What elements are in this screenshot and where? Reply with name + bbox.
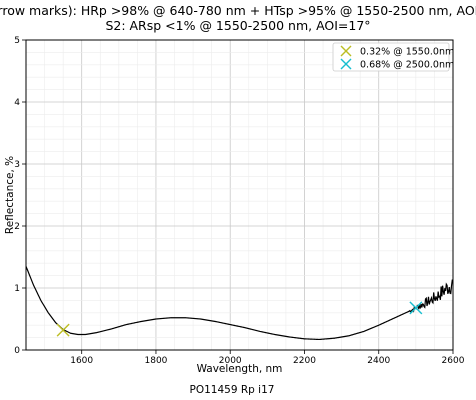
x-tick-label: 1800 (145, 356, 168, 366)
chart-title-line2: S2: ARsp <1% @ 1550-2500 nm, AOI=17° (105, 18, 370, 33)
series-layer (25, 266, 454, 341)
plot-area (26, 40, 453, 350)
y-tick-label: 4 (14, 98, 20, 108)
plot-frame (25, 39, 454, 351)
legend-entry: 0.32% @ 1550.0nm (340, 45, 454, 58)
legend-entry: 0.68% @ 2500.0nm (340, 58, 454, 71)
marker-x-2500 (409, 301, 423, 315)
marker-x-1550 (56, 323, 70, 337)
ticks: 1600 1800 2000 2200 2400 2600 0 1 2 3 4 5 (14, 36, 464, 366)
legend: 0.32% @ 1550.0nm 0.68% @ 2500.0nm (332, 42, 454, 72)
legend-label: 0.68% @ 2500.0nm (360, 60, 454, 71)
legend-box (332, 42, 450, 72)
marker-layer (56, 301, 423, 337)
x-tick-label: 2000 (219, 356, 242, 366)
x-tick-label: 2400 (367, 356, 390, 366)
y-tick-label: 3 (14, 160, 20, 170)
legend-label: 0.32% @ 1550.0nm (360, 47, 454, 58)
y-tick-label: 1 (14, 284, 20, 294)
y-tick-label: 0 (14, 346, 20, 356)
x-tick-label: 2600 (442, 356, 465, 366)
chart-title-line1: S1 (arrow marks): HRp >98% @ 640-780 nm … (0, 3, 476, 18)
footer-label: PO11459 Rp i17 (190, 384, 275, 396)
y-tick-label: 5 (14, 36, 20, 46)
y-tick-label: 2 (14, 222, 20, 232)
reflectance-curve (25, 266, 454, 341)
x-tick-label: 2200 (293, 356, 316, 366)
x-axis-label: Wavelength, nm (197, 363, 283, 375)
x-tick-label: 1600 (70, 356, 93, 366)
y-axis-label: Reflectance, % (4, 156, 16, 234)
